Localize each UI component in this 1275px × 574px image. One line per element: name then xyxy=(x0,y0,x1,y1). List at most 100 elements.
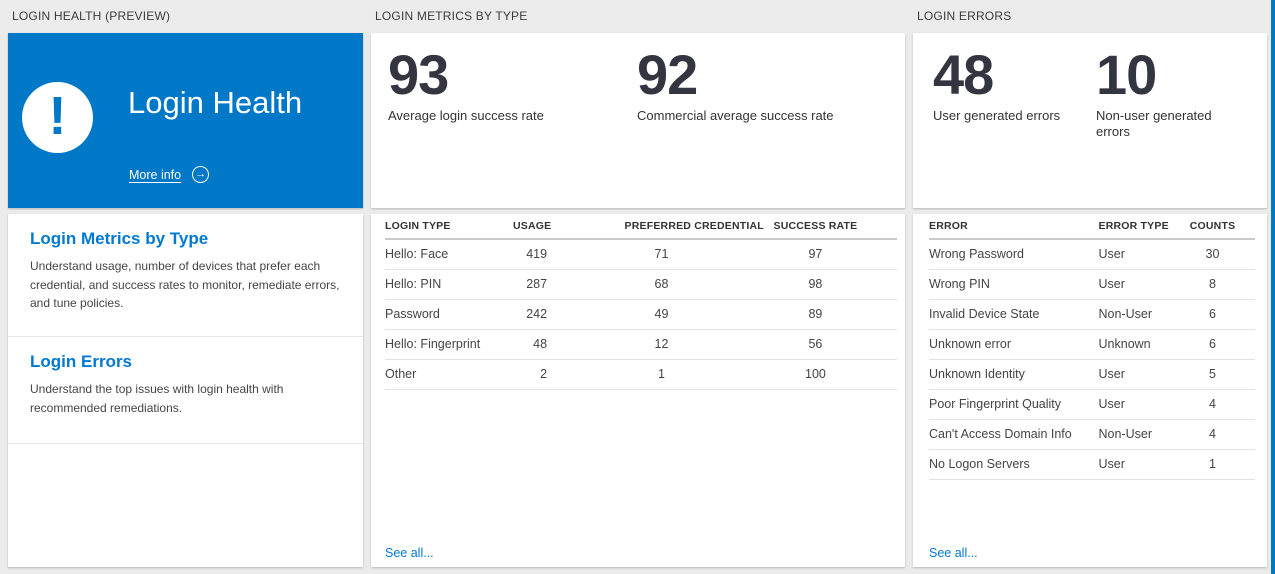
right-edge-accent-bar xyxy=(1271,0,1275,574)
login-errors-panel: LOGIN ERRORS 48 User generated errors 10… xyxy=(913,0,1267,574)
stat-non-user-generated-errors: 10 Non-user generated errors xyxy=(1096,47,1246,141)
stats-row: 48 User generated errors 10 Non-user gen… xyxy=(913,33,1267,141)
table-cell: Hello: Face xyxy=(385,239,513,270)
section-description: Understand the top issues with login hea… xyxy=(30,382,284,415)
tile-heading: Login Health xyxy=(128,85,303,120)
panel-title-login-health: LOGIN HEALTH (PREVIEW) xyxy=(12,9,171,23)
login-errors-table: ERROR ERROR TYPE COUNTS Wrong Password User 3… xyxy=(929,214,1255,480)
table-cell: Unknown xyxy=(1098,329,1181,360)
table-cell: Unknown error xyxy=(929,329,1099,360)
stat-commercial-average-success-rate: 92 Commercial average success rate xyxy=(637,47,897,124)
table-cell: 1 xyxy=(1180,449,1255,480)
table-cell: Non-User xyxy=(1098,299,1181,330)
table-cell: 419 xyxy=(513,239,560,270)
table-row: Poor Fingerprint Quality User 4 xyxy=(929,389,1255,420)
table-cell: Wrong Password xyxy=(929,239,1099,270)
table-cell: 30 xyxy=(1180,239,1255,270)
login-metrics-stats-card: 93 Average login success rate 92 Commerc… xyxy=(371,33,905,208)
table-row: No Logon Servers User 1 xyxy=(929,449,1255,480)
table-cell: 1 xyxy=(559,359,764,390)
table-cell: 6 xyxy=(1180,299,1255,330)
stat-label: Average login success rate xyxy=(388,108,544,123)
table-cell: 8 xyxy=(1180,269,1255,300)
see-all-link-metrics[interactable]: See all... xyxy=(385,546,434,560)
table-cell: User xyxy=(1098,389,1181,420)
table-cell: 5 xyxy=(1180,359,1255,390)
table-cell: Other xyxy=(385,359,513,390)
column-header: COUNTS xyxy=(1180,214,1255,240)
table-cell: Invalid Device State xyxy=(929,299,1099,330)
table-cell: User xyxy=(1098,359,1181,390)
table-cell: Can't Access Domain Info xyxy=(929,419,1099,450)
table-cell: Password xyxy=(385,299,513,330)
column-header: USAGE xyxy=(513,214,560,240)
stat-label: User generated errors xyxy=(933,108,1061,123)
section-login-errors: Login Errors Understand the top issues w… xyxy=(8,336,363,443)
login-errors-table-card: ERROR ERROR TYPE COUNTS Wrong Password User 3… xyxy=(913,214,1267,567)
login-metrics-panel: LOGIN METRICS BY TYPE 93 Average login s… xyxy=(371,0,905,574)
table-cell: Wrong PIN xyxy=(929,269,1099,300)
exclamation-icon: ! xyxy=(22,82,93,153)
login-errors-stats-card: 48 User generated errors 10 Non-user gen… xyxy=(913,33,1267,208)
stat-average-login-success-rate: 93 Average login success rate xyxy=(388,47,637,124)
table-cell: Unknown Identity xyxy=(929,359,1099,390)
table-cell: 71 xyxy=(559,239,764,270)
more-info-link[interactable]: More info xyxy=(129,167,182,182)
table-cell: 4 xyxy=(1180,419,1255,450)
table-cell: 6 xyxy=(1180,329,1255,360)
table-row: Hello: Fingerprint 48 12 56 xyxy=(385,329,897,360)
login-health-description-card: Login Metrics by Type Understand usage, … xyxy=(8,214,363,567)
column-header: PREFERRED CREDENTIAL xyxy=(559,214,764,240)
section-login-metrics-by-type: Login Metrics by Type Understand usage, … xyxy=(8,214,363,336)
stat-value: 92 xyxy=(637,43,698,106)
table-cell: 242 xyxy=(513,299,560,330)
stat-user-generated-errors: 48 User generated errors xyxy=(933,47,1096,141)
exclamation-glyph: ! xyxy=(48,85,67,146)
panel-title-login-metrics: LOGIN METRICS BY TYPE xyxy=(375,9,528,23)
table-cell: User xyxy=(1098,269,1181,300)
column-header: ERROR xyxy=(929,214,1099,240)
more-info-row: More info → xyxy=(129,166,210,183)
table-cell: 12 xyxy=(559,329,764,360)
column-header: LOGIN TYPE xyxy=(385,214,513,240)
table-cell: 48 xyxy=(513,329,560,360)
arrow-right-circle-icon[interactable]: → xyxy=(192,166,210,183)
see-all-link-errors[interactable]: See all... xyxy=(929,546,978,560)
table-cell: No Logon Servers xyxy=(929,449,1099,480)
table-cell: 100 xyxy=(763,359,897,390)
table-cell: User xyxy=(1098,449,1181,480)
table-row: Invalid Device State Non-User 6 xyxy=(929,299,1255,330)
table-cell: 287 xyxy=(513,269,560,300)
section-heading: Login Errors xyxy=(30,352,133,371)
table-cell: 89 xyxy=(763,299,897,330)
stat-value: 48 xyxy=(933,43,994,106)
table-cell: 97 xyxy=(763,239,897,270)
panel-title-login-errors: LOGIN ERRORS xyxy=(917,9,1012,23)
stat-value: 10 xyxy=(1096,43,1157,106)
stat-label: Non-user generated errors xyxy=(1096,108,1212,140)
table-cell: 98 xyxy=(763,269,897,300)
table-row: Hello: PIN 287 68 98 xyxy=(385,269,897,300)
table-cell: User xyxy=(1098,239,1181,270)
stats-row: 93 Average login success rate 92 Commerc… xyxy=(371,33,905,124)
table-cell: Hello: Fingerprint xyxy=(385,329,513,360)
login-health-panel: LOGIN HEALTH (PREVIEW) ! Login Health Mo… xyxy=(8,0,363,574)
table-row: Wrong Password User 30 xyxy=(929,239,1255,270)
table-row: Hello: Face 419 71 97 xyxy=(385,239,897,270)
table-row: Can't Access Domain Info Non-User 4 xyxy=(929,419,1255,450)
table-cell: Poor Fingerprint Quality xyxy=(929,389,1099,420)
table-row: Password 242 49 89 xyxy=(385,299,897,330)
column-header: ERROR TYPE xyxy=(1098,214,1181,240)
login-metrics-table: LOGIN TYPE USAGE PREFERRED CREDENTIAL SUCCE… xyxy=(385,214,897,390)
column-header: SUCCESS RATE xyxy=(763,214,897,240)
login-health-tile[interactable]: ! Login Health More info → xyxy=(8,33,363,208)
table-cell: Non-User xyxy=(1098,419,1181,450)
section-description: Understand usage, number of devices that… xyxy=(30,259,340,311)
table-cell: 68 xyxy=(559,269,764,300)
table-row: Wrong PIN User 8 xyxy=(929,269,1255,300)
stat-value: 93 xyxy=(388,43,449,106)
section-empty xyxy=(8,443,363,567)
table-row: Other 2 1 100 xyxy=(385,359,897,390)
table-cell: 2 xyxy=(513,359,560,390)
table-cell: 56 xyxy=(763,329,897,360)
